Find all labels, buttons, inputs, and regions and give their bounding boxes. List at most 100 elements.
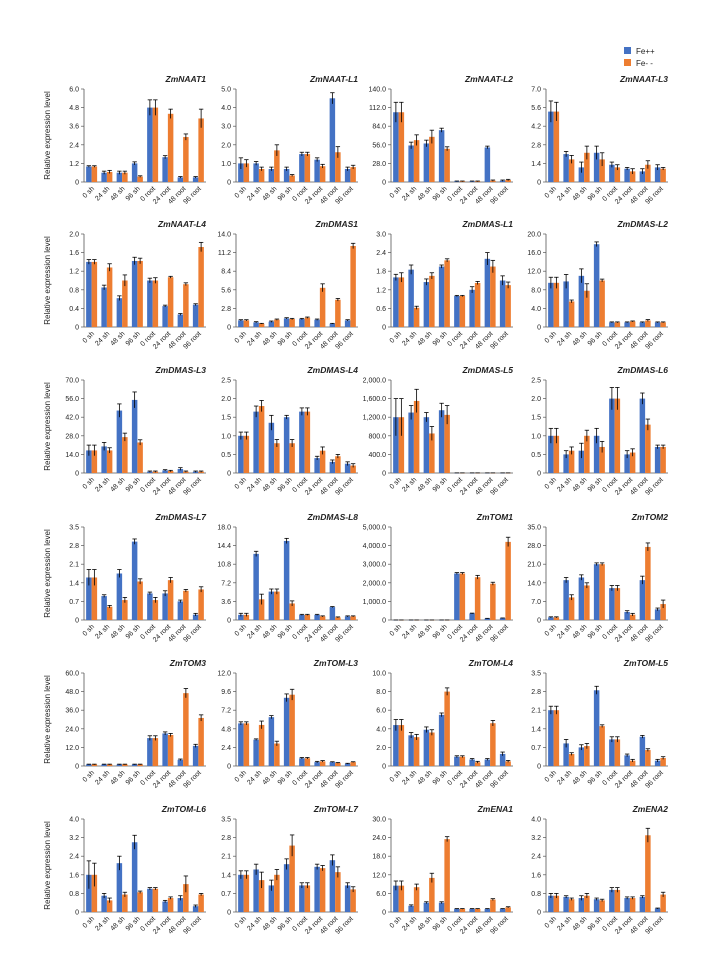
y-tick-label: 84.0 bbox=[372, 124, 386, 131]
x-tick-label: 96 sh bbox=[125, 476, 142, 493]
bar-fe-plus bbox=[162, 593, 168, 620]
y-tick-label: 2.4 bbox=[221, 745, 231, 752]
y-tick-label: 0 bbox=[227, 471, 231, 478]
chart-title: ZmTOM1 bbox=[476, 512, 513, 522]
bar-fe-minus bbox=[413, 737, 420, 766]
x-tick-label: 48 sh bbox=[109, 623, 126, 640]
x-tick-label: 24 sh bbox=[94, 623, 111, 640]
bar-fe-plus bbox=[624, 454, 630, 473]
y-tick-label: 4.0 bbox=[376, 726, 386, 733]
y-axis-labels: Relative expression level Relative expres… bbox=[43, 91, 52, 910]
bar-fe-plus bbox=[423, 902, 430, 912]
y-tick-label: 2.5 bbox=[221, 378, 231, 385]
bar-fe-plus bbox=[593, 435, 600, 473]
legend-label-fe-plus: Fe++ bbox=[636, 47, 655, 56]
bar-fe-minus bbox=[198, 589, 204, 620]
x-tick-label: 96 sh bbox=[432, 185, 449, 202]
bar-fe-minus bbox=[274, 874, 280, 912]
bar-fe-minus bbox=[319, 166, 326, 182]
bar-fe-minus bbox=[335, 872, 341, 912]
bar-fe-minus bbox=[444, 839, 450, 912]
bar-fe-plus bbox=[624, 612, 630, 620]
bar-fe-minus bbox=[289, 319, 295, 327]
y-tick-label: 2.0 bbox=[69, 232, 79, 239]
bar-fe-plus bbox=[177, 898, 184, 912]
bar-fe-minus bbox=[505, 180, 511, 182]
y-tick-label: 1.0 bbox=[221, 433, 231, 440]
bar-fe-plus bbox=[609, 398, 615, 473]
y-axis-title: Relative expression level bbox=[43, 529, 52, 618]
bar-fe-minus bbox=[289, 603, 295, 620]
bar-fe-minus bbox=[304, 758, 311, 766]
bar-fe-plus bbox=[238, 163, 244, 182]
bar-fe-plus bbox=[253, 322, 259, 327]
bar-fe-minus bbox=[490, 583, 496, 620]
bar-fe-plus bbox=[116, 573, 123, 620]
bar-fe-plus bbox=[344, 168, 351, 182]
y-tick-label: 0 bbox=[382, 910, 386, 917]
bar-fe-minus bbox=[167, 277, 174, 327]
x-tick-label: 96 sh bbox=[432, 623, 449, 640]
x-tick-label: 48 sh bbox=[416, 476, 433, 493]
bar-fe-minus bbox=[584, 585, 590, 620]
x-tick-label: 96 sh bbox=[125, 623, 142, 640]
bar-fe-minus bbox=[645, 750, 651, 766]
bar-fe-minus bbox=[444, 260, 450, 327]
bar-fe-minus bbox=[645, 424, 651, 473]
y-tick-label: 3,000.0 bbox=[363, 562, 386, 569]
bar-fe-plus bbox=[86, 874, 92, 912]
bar-fe-plus bbox=[101, 895, 107, 912]
x-tick-label: 48 sh bbox=[109, 915, 126, 932]
bar-fe-plus bbox=[329, 461, 336, 473]
bar-fe-minus bbox=[553, 895, 560, 912]
bar-fe-plus bbox=[393, 277, 399, 327]
bar-fe-plus bbox=[253, 553, 259, 620]
bar-fe-plus bbox=[131, 842, 138, 912]
y-tick-label: 3.0 bbox=[376, 232, 386, 239]
y-tick-label: 6.0 bbox=[69, 87, 79, 94]
y-tick-label: 112.0 bbox=[369, 105, 386, 112]
bar-fe-minus bbox=[350, 762, 356, 766]
bar-fe-minus bbox=[274, 443, 280, 473]
bar-fe-minus bbox=[614, 889, 621, 912]
bar-fe-plus bbox=[393, 112, 399, 182]
chart-panel: ZmDMAS-L5 0 400.0 800.0 1,200.0 1,600.0 2,000.… bbox=[363, 365, 514, 497]
x-tick-label: 48 sh bbox=[109, 476, 126, 493]
bar-fe-plus bbox=[283, 168, 290, 182]
bar-fe-plus bbox=[177, 177, 184, 182]
x-tick-label: 96 sh bbox=[587, 476, 604, 493]
bar-fe-minus bbox=[398, 885, 405, 912]
x-tick-label: 24 sh bbox=[246, 915, 263, 932]
bar-fe-plus bbox=[563, 743, 569, 766]
y-tick-label: 4.0 bbox=[221, 105, 231, 112]
bar-fe-plus bbox=[438, 266, 445, 327]
bar-fe-plus bbox=[238, 320, 244, 327]
chart-title: ZmNAAT1 bbox=[165, 74, 207, 84]
x-tick-label: 48 sh bbox=[416, 915, 433, 932]
y-tick-label: 2.8 bbox=[69, 543, 79, 550]
x-tick-label: 96 sh bbox=[432, 915, 449, 932]
bar-fe-plus bbox=[499, 753, 506, 766]
bar-fe-plus bbox=[438, 410, 445, 473]
y-tick-label: 4.0 bbox=[69, 817, 79, 824]
y-axis-title: Relative expression level bbox=[43, 382, 52, 471]
bar-fe-plus bbox=[101, 446, 107, 473]
y-tick-label: 60.0 bbox=[65, 671, 79, 678]
y-tick-label: 24.0 bbox=[372, 835, 386, 842]
bar-fe-plus bbox=[253, 411, 259, 473]
bar-fe-plus bbox=[548, 282, 554, 327]
bar-fe-minus bbox=[599, 564, 605, 620]
bar-fe-minus bbox=[444, 691, 450, 766]
bar-fe-plus bbox=[639, 398, 646, 473]
chart-title: ZmDMAS-L2 bbox=[616, 219, 668, 229]
y-tick-label: 4.2 bbox=[531, 124, 541, 131]
y-tick-label: 12.0 bbox=[372, 872, 386, 879]
bar-fe-plus bbox=[162, 306, 168, 327]
y-tick-label: 3.6 bbox=[69, 124, 79, 131]
y-tick-label: 1,200.0 bbox=[363, 415, 386, 422]
bar-fe-minus bbox=[289, 845, 295, 912]
